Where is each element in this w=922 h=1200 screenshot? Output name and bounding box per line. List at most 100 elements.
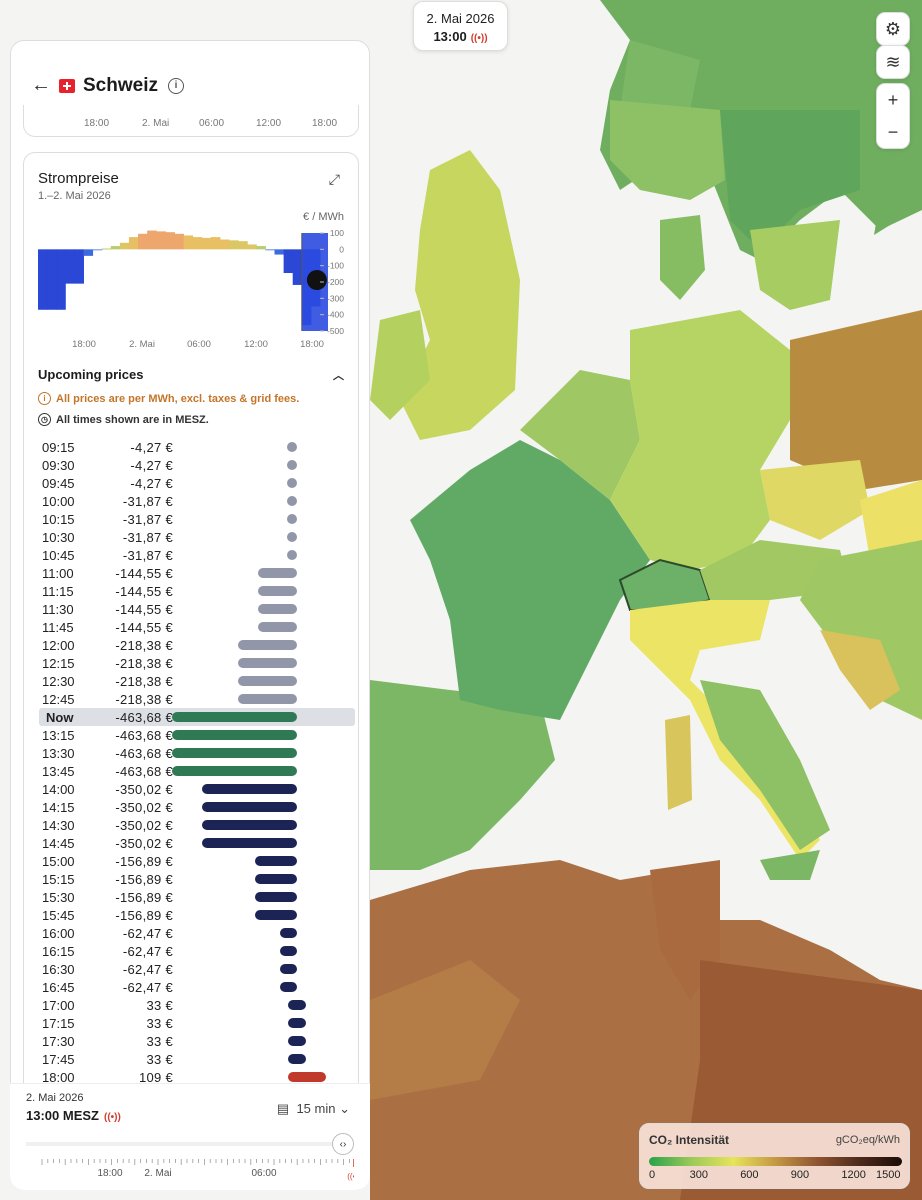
price-row-bar [254, 892, 297, 902]
price-row[interactable]: 09:30 -4,27 € [24, 456, 360, 474]
interval-select[interactable]: ▤ 15 min ⌄ [277, 1101, 350, 1117]
price-row[interactable]: 09:15 -4,27 € [24, 438, 360, 456]
price-row-time: 14:15 [42, 800, 75, 815]
price-row-bar [238, 658, 297, 668]
calendar-icon: ▤ [276, 1101, 290, 1116]
price-row[interactable]: 12:45 -218,38 € [24, 690, 360, 708]
price-row[interactable]: 14:45 -350,02 € [24, 834, 360, 852]
gear-icon[interactable]: ⚙ [884, 18, 902, 39]
price-card: Strompreise 1.–2. Mai 2026 ⤢ € / MWh 100… [23, 152, 359, 1152]
back-arrow-icon[interactable]: ← [31, 74, 51, 96]
time-note: ◷ All times shown are in MESZ. [38, 413, 209, 426]
price-row-value: -218,38 € [115, 674, 173, 689]
price-row[interactable]: 10:00 -31,87 € [24, 492, 360, 510]
price-row[interactable]: 11:30 -144,55 € [24, 600, 360, 618]
price-bar [283, 249, 294, 274]
price-bar [47, 249, 57, 310]
zoom-in-icon[interactable]: + [887, 89, 899, 110]
telescope-icon[interactable] [306, 270, 327, 290]
price-row-time: 09:30 [42, 458, 75, 473]
price-row-time: 16:45 [42, 980, 75, 995]
layers-control[interactable]: ≋ [876, 45, 910, 79]
y-tick-label: 0 [339, 244, 344, 254]
settings-control[interactable]: ⚙ [876, 12, 910, 46]
price-row-time: 10:15 [42, 512, 75, 527]
price-row[interactable]: 15:30 -156,89 € [24, 888, 360, 906]
price-row-value: -218,38 € [115, 656, 173, 671]
price-row[interactable]: 11:15 -144,55 € [24, 582, 360, 600]
price-bar [101, 248, 112, 250]
price-row-bar [280, 982, 297, 992]
layers-icon[interactable]: ≋ [885, 51, 901, 72]
price-note-text: All prices are per MWh, excl. taxes & gr… [56, 392, 300, 405]
upcoming-prices-header[interactable]: Upcoming prices ︿ [38, 367, 344, 382]
price-row-time: 17:15 [42, 1016, 75, 1031]
price-bar [138, 233, 148, 250]
price-row[interactable]: 16:15 -62,47 € [24, 942, 360, 960]
price-row-bar [280, 928, 297, 938]
price-row-value: -463,68 € [115, 710, 173, 725]
price-row[interactable]: 15:45 -156,89 € [24, 906, 360, 924]
selected-date: 2. Mai 2026 [26, 1092, 84, 1104]
tick-label: 18:00 [312, 118, 338, 129]
price-row[interactable]: 16:00 -62,47 € [24, 924, 360, 942]
price-row[interactable]: 15:00 -156,89 € [24, 852, 360, 870]
price-row-value: -4,27 € [130, 458, 173, 473]
price-row[interactable]: 11:00 -144,55 € [24, 564, 360, 582]
price-row-value: -62,47 € [122, 962, 173, 977]
price-row[interactable]: 10:15 -31,87 € [24, 510, 360, 528]
price-row[interactable]: 14:00 -350,02 € [24, 780, 360, 798]
price-card-subtitle: 1.–2. Mai 2026 [38, 190, 111, 202]
price-row-bar [238, 640, 297, 650]
chevron-up-icon[interactable]: ︿ [333, 370, 344, 382]
price-row[interactable]: 17:15 33 € [24, 1014, 360, 1032]
price-row-value: 33 € [146, 1034, 173, 1049]
current-time-badge[interactable]: 2. Mai 2026 13:00 ((•)) [413, 1, 508, 51]
price-row[interactable]: 10:45 -31,87 € [24, 546, 360, 564]
price-row[interactable]: 12:30 -218,38 € [24, 672, 360, 690]
price-row[interactable]: 13:30 -463,68 € [24, 744, 360, 762]
price-bar [65, 249, 75, 284]
zoom-out-icon[interactable]: − [887, 121, 899, 142]
price-row[interactable]: 16:30 -62,47 € [24, 960, 360, 978]
price-row[interactable]: 18:00 109 € [24, 1068, 360, 1086]
price-row[interactable]: 10:30 -31,87 € [24, 528, 360, 546]
price-row[interactable]: 17:45 33 € [24, 1050, 360, 1068]
price-row[interactable]: 14:30 -350,02 € [24, 816, 360, 834]
price-row[interactable]: 12:00 -218,38 € [24, 636, 360, 654]
price-bar [192, 237, 203, 250]
price-row-time: 14:00 [42, 782, 75, 797]
price-row-bar [280, 946, 297, 956]
price-row[interactable]: 14:15 -350,02 € [24, 798, 360, 816]
price-row-bar [257, 568, 297, 578]
price-row[interactable]: 12:15 -218,38 € [24, 654, 360, 672]
time-scale-label: 06:00 [251, 1168, 276, 1179]
price-row[interactable]: 13:15 -463,68 € [24, 726, 360, 744]
swiss-flag-icon [59, 78, 75, 93]
price-row[interactable]: 11:45 -144,55 € [24, 618, 360, 636]
time-scale[interactable]: 18:00 2. Mai 06:00 ((•)) [34, 1159, 354, 1189]
time-controls: 2. Mai 2026 13:00 MESZ ((•)) ▤ 15 min ⌄ ‹… [10, 1083, 370, 1190]
time-scale-label: 2. Mai [144, 1168, 171, 1179]
price-row[interactable]: 17:00 33 € [24, 996, 360, 1014]
price-row-bar [288, 1000, 306, 1010]
price-row[interactable]: 15:15 -156,89 € [24, 870, 360, 888]
price-bar [83, 249, 94, 256]
y-tick-label: -400 [327, 310, 344, 320]
x-tick-label: 18:00 [72, 339, 96, 350]
price-row-time: 16:00 [42, 926, 75, 941]
info-icon[interactable]: i [167, 77, 184, 94]
price-row[interactable]: 16:45 -62,47 € [24, 978, 360, 996]
price-row[interactable]: 13:45 -463,68 € [24, 762, 360, 780]
price-row-time: 15:45 [42, 908, 75, 923]
time-slider-handle[interactable]: ‹› [332, 1133, 354, 1155]
price-row-bar [202, 784, 297, 794]
price-row[interactable]: Now -463,68 € [39, 708, 355, 726]
expand-icon[interactable]: ⤢ [328, 171, 340, 187]
price-row[interactable]: 09:45 -4,27 € [24, 474, 360, 492]
price-row[interactable]: 17:30 33 € [24, 1032, 360, 1050]
price-row-time: 18:00 [42, 1070, 75, 1085]
time-slider-track[interactable] [26, 1142, 344, 1146]
price-row-time: 11:30 [42, 602, 74, 617]
